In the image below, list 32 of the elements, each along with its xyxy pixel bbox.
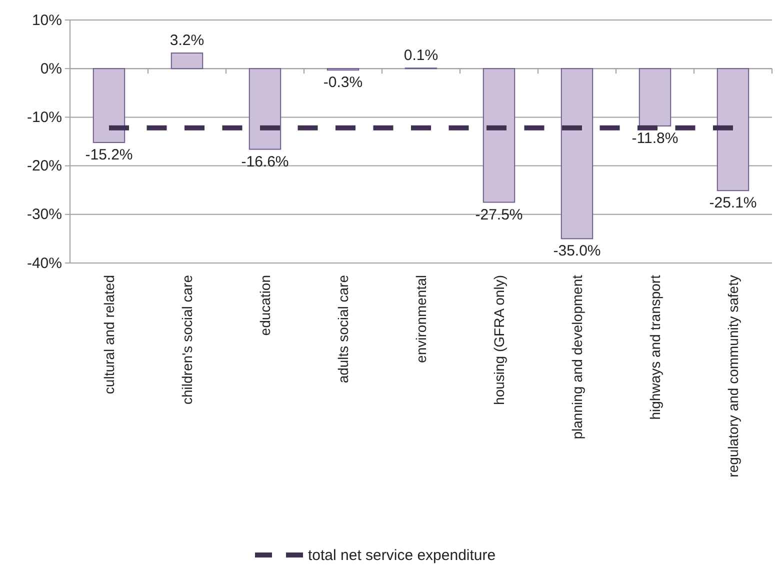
y-tick-label: 0% — [40, 60, 62, 78]
data-label: 3.2% — [170, 32, 204, 50]
data-label: 0.1% — [404, 47, 438, 64]
y-tick-label: -30% — [26, 206, 62, 224]
x-tick-label: regulatory and community safety — [725, 275, 741, 478]
x-tick-label: education — [257, 275, 273, 336]
bar — [716, 68, 750, 192]
data-label: -16.6% — [241, 153, 289, 170]
x-tick-label: planning and development — [569, 274, 585, 440]
data-label: -0.3% — [323, 74, 363, 92]
x-tick-label: cultural and related — [101, 275, 117, 394]
data-label: -15.2% — [85, 146, 133, 164]
bar — [170, 52, 204, 70]
data-label: -25.1% — [709, 194, 757, 212]
y-tick-label: -40% — [26, 254, 62, 272]
data-label: -11.8% — [632, 130, 678, 147]
bar — [560, 68, 594, 240]
y-tick-label: -10% — [26, 109, 62, 126]
legend-label: total net service expenditure — [308, 547, 496, 564]
x-tick-label: adults social care — [335, 274, 351, 384]
x-tick-label: highways and transport — [647, 274, 663, 420]
x-tick-label: environmental — [413, 275, 429, 363]
y-tick-label: 10% — [32, 12, 62, 29]
bar — [92, 68, 126, 143]
bar — [248, 68, 282, 150]
bar — [638, 68, 672, 126]
bar — [482, 68, 516, 203]
data-label: -27.5% — [475, 206, 523, 224]
x-tick-label: housing (GFRA only) — [491, 275, 507, 405]
y-tick-label: -20% — [26, 158, 62, 175]
data-label: -35.0% — [553, 242, 601, 260]
x-tick-label: children's social care — [179, 274, 195, 405]
